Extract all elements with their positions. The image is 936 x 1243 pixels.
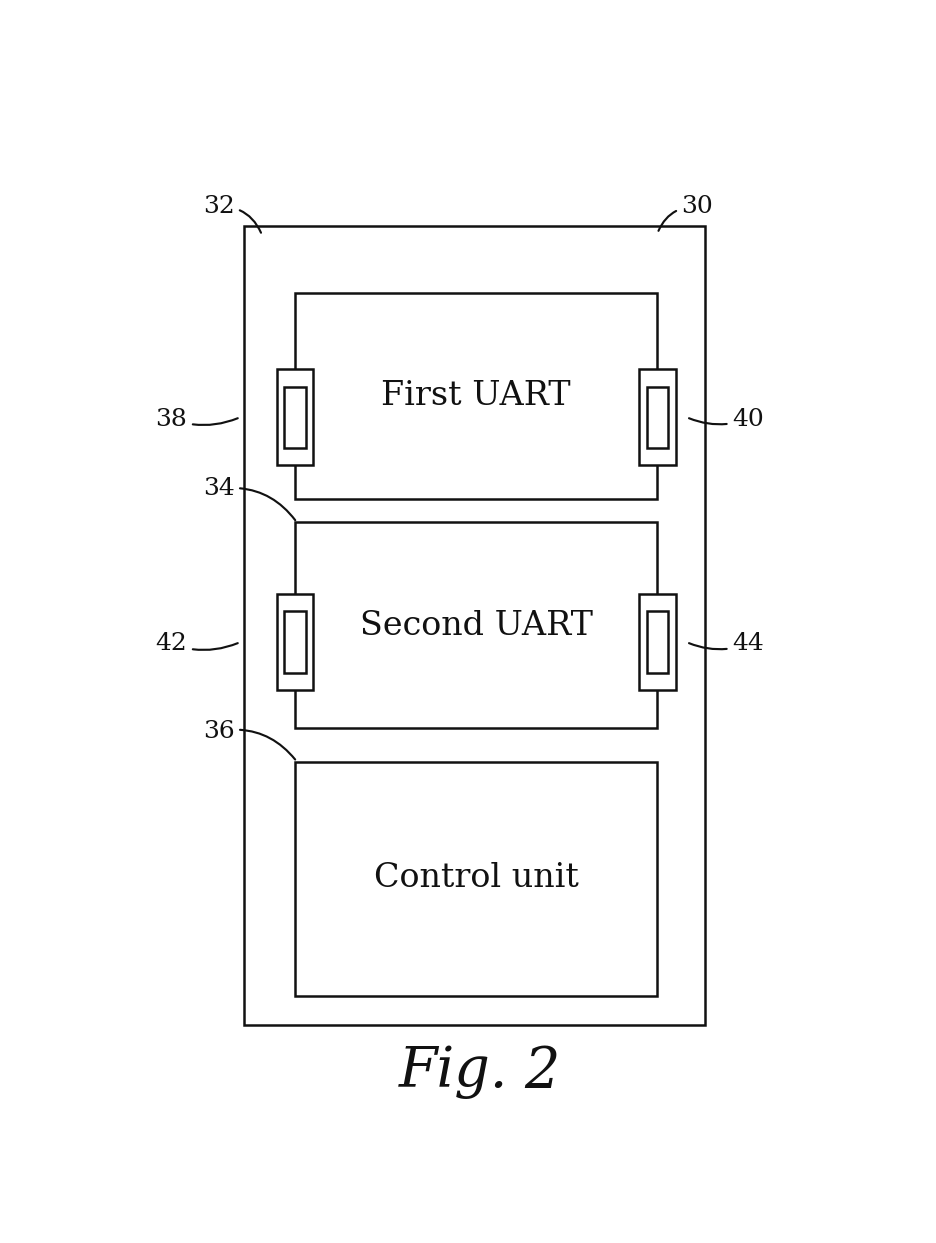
Text: 30: 30: [659, 195, 713, 231]
Bar: [244, 226, 705, 1025]
Bar: [295, 522, 657, 728]
Text: 40: 40: [689, 408, 764, 430]
Text: Second UART: Second UART: [359, 610, 592, 641]
Text: Fig. 2: Fig. 2: [399, 1044, 561, 1099]
Text: 42: 42: [155, 633, 238, 655]
Bar: [277, 594, 313, 690]
Text: 44: 44: [689, 633, 764, 655]
Bar: [639, 594, 676, 690]
Text: 36: 36: [203, 720, 295, 759]
Bar: [647, 612, 668, 672]
Text: 34: 34: [203, 477, 295, 521]
Bar: [284, 612, 305, 672]
Text: 38: 38: [155, 408, 238, 430]
Bar: [277, 369, 313, 465]
Bar: [639, 369, 676, 465]
Text: First UART: First UART: [381, 380, 571, 413]
Bar: [295, 762, 657, 996]
Bar: [647, 387, 668, 447]
Text: Control unit: Control unit: [373, 863, 578, 895]
Bar: [295, 293, 657, 498]
Text: 32: 32: [203, 195, 261, 232]
Bar: [284, 387, 305, 447]
